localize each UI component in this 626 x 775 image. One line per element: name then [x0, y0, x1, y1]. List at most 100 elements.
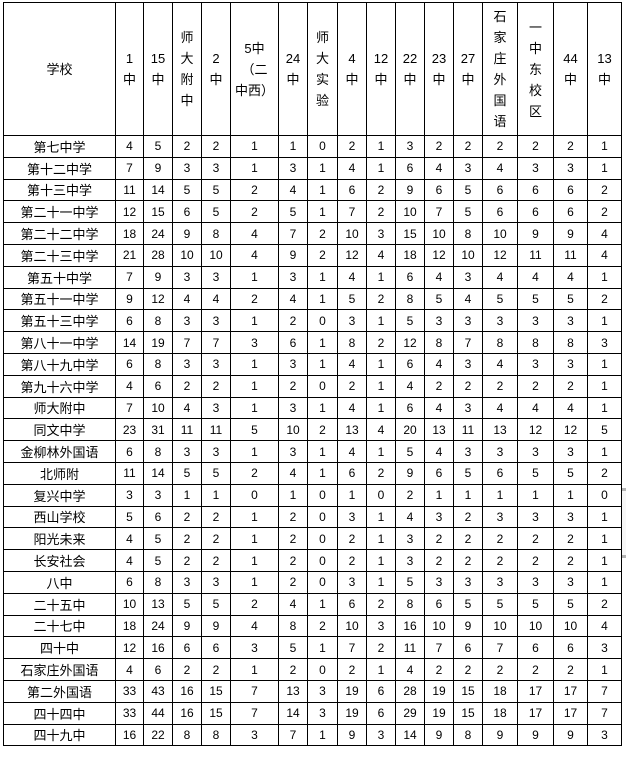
value-cell: 4 [172, 287, 202, 311]
value-cell: 5 [172, 592, 202, 616]
value-cell: 14 [395, 723, 425, 747]
value-cell: 15 [453, 679, 483, 703]
value-cell: 2 [366, 287, 396, 311]
value-cell: 2 [482, 135, 518, 158]
value-cell: 3 [453, 440, 483, 463]
value-cell: 33 [115, 679, 144, 703]
value-cell: 3 [553, 352, 588, 376]
value-cell: 17 [517, 701, 554, 725]
value-cell: 1 [366, 156, 396, 180]
value-cell: 5 [395, 440, 425, 463]
column-header: 44 中 [553, 2, 588, 136]
value-cell: 9 [395, 461, 425, 485]
value-cell: 1 [366, 265, 396, 289]
value-cell: 3 [482, 309, 518, 333]
value-cell: 5 [143, 527, 173, 551]
value-cell: 13 [143, 592, 173, 616]
value-cell: 8 [143, 570, 173, 594]
value-cell: 10 [424, 614, 454, 638]
column-header: 4 中 [337, 2, 367, 136]
value-cell: 5 [424, 287, 454, 311]
value-cell: 5 [172, 461, 202, 485]
value-cell: 7 [278, 723, 308, 747]
value-cell: 3 [307, 701, 338, 725]
value-cell: 9 [517, 723, 554, 747]
value-cell: 4 [201, 287, 231, 311]
value-cell: 0 [307, 309, 338, 333]
value-cell: 9 [553, 723, 588, 747]
value-cell: 1 [230, 374, 279, 398]
value-cell: 2 [307, 418, 338, 442]
value-cell: 6 [115, 440, 144, 463]
value-cell: 1 [587, 309, 622, 333]
column-header: 5中 （二 中西） [230, 2, 279, 136]
value-cell: 2 [482, 527, 518, 551]
value-cell: 3 [201, 265, 231, 289]
value-cell: 7 [115, 396, 144, 420]
value-cell: 19 [424, 701, 454, 725]
value-cell: 10 [172, 243, 202, 267]
value-cell: 4 [337, 352, 367, 376]
value-cell: 5 [453, 592, 483, 616]
value-cell: 16 [395, 614, 425, 638]
value-cell: 9 [143, 265, 173, 289]
value-cell: 1 [587, 396, 622, 420]
value-cell: 3 [553, 309, 588, 333]
school-name-cell: 二十七中 [3, 614, 116, 638]
value-cell: 4 [230, 614, 279, 638]
value-cell: 6 [337, 178, 367, 202]
value-cell: 2 [482, 658, 518, 681]
value-cell: 7 [337, 636, 367, 660]
value-cell: 1 [230, 505, 279, 529]
value-cell: 11 [172, 418, 202, 442]
value-cell: 4 [278, 178, 308, 202]
value-cell: 6 [143, 658, 173, 681]
column-header: 师 大 附 中 [172, 2, 202, 136]
value-cell: 5 [553, 461, 588, 485]
value-cell: 11 [517, 243, 554, 267]
value-cell: 4 [366, 418, 396, 442]
value-cell: 4 [424, 156, 454, 180]
table-row: 第七中学 4 5 2 2 1 1 0 2 1 3 2 2 2 2 2 1 [3, 135, 622, 158]
table-row: 第八十九中学 6 8 3 3 1 3 1 4 1 6 4 3 4 3 3 1 [3, 352, 622, 376]
value-cell: 7 [424, 200, 454, 224]
value-cell: 10 [482, 222, 518, 245]
value-cell: 0 [587, 483, 622, 507]
table-row: 长安社会 4 5 2 2 1 2 0 2 1 3 2 2 2 2 2 1 [3, 549, 622, 572]
value-cell: 31 [143, 418, 173, 442]
value-cell: 9 [337, 723, 367, 747]
value-cell: 3 [553, 570, 588, 594]
value-cell: 0 [307, 549, 338, 572]
value-cell: 3 [517, 440, 554, 463]
value-cell: 1 [366, 309, 396, 333]
value-cell: 10 [278, 418, 308, 442]
value-cell: 8 [143, 440, 173, 463]
table-row: 第五十一中学 9 12 4 4 2 4 1 5 2 8 5 4 5 5 5 2 [3, 287, 622, 311]
value-cell: 1 [366, 352, 396, 376]
value-cell: 1 [517, 483, 554, 507]
value-cell: 3 [278, 156, 308, 180]
table-row: 石家庄外国语 4 6 2 2 1 2 0 2 1 4 2 2 2 2 2 1 [3, 658, 622, 681]
value-cell: 4 [424, 265, 454, 289]
value-cell: 2 [172, 374, 202, 398]
school-name-cell: 第九十六中学 [3, 374, 116, 398]
value-cell: 2 [366, 592, 396, 616]
value-cell: 6 [482, 461, 518, 485]
school-name-cell: 第七中学 [3, 135, 116, 158]
value-cell: 2 [517, 549, 554, 572]
value-cell: 7 [115, 156, 144, 180]
value-cell: 3 [553, 156, 588, 180]
value-cell: 3 [517, 156, 554, 180]
school-name-cell: 西山学校 [3, 505, 116, 529]
value-cell: 15 [453, 701, 483, 725]
value-cell: 6 [395, 396, 425, 420]
vertical-scrollbar[interactable] [622, 488, 626, 558]
value-cell: 5 [453, 461, 483, 485]
value-cell: 6 [172, 636, 202, 660]
value-cell: 18 [482, 701, 518, 725]
value-cell: 3 [337, 570, 367, 594]
value-cell: 16 [143, 636, 173, 660]
value-cell: 1 [587, 549, 622, 572]
school-name-cell: 金柳林外国语 [3, 440, 116, 463]
value-cell: 2 [366, 178, 396, 202]
